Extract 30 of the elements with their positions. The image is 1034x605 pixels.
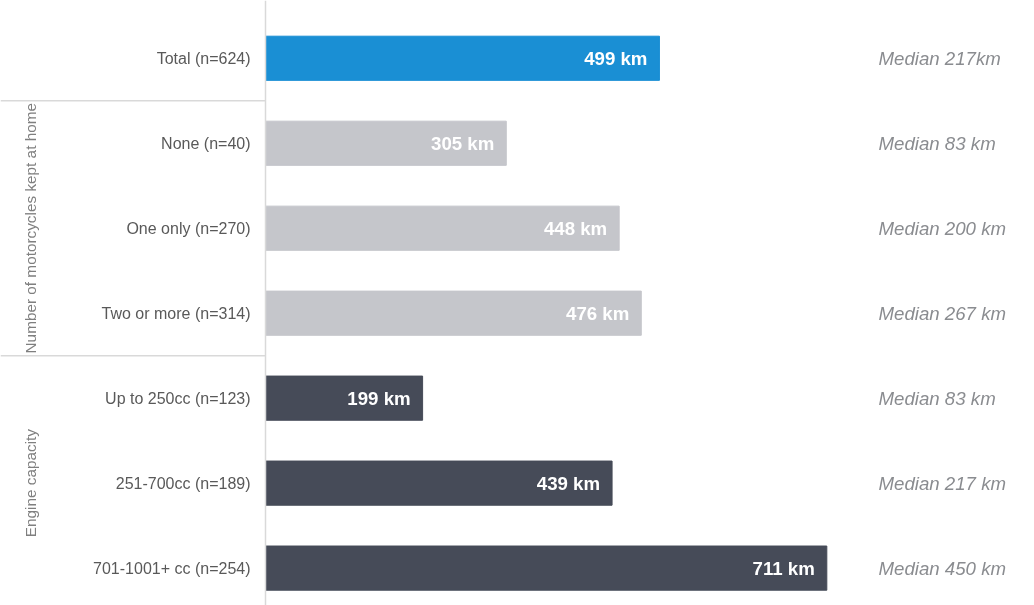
data-label: 305 km xyxy=(431,132,495,154)
data-label: 439 km xyxy=(536,472,601,494)
bar xyxy=(265,375,424,421)
text: Engine capacity xyxy=(22,428,39,538)
text: Median 83 km xyxy=(878,387,996,409)
data-label: 199 km xyxy=(347,387,411,409)
text: Median 200 km xyxy=(878,217,1007,239)
bar xyxy=(265,205,620,251)
y-tick-label: Up to 250cc (n=123) xyxy=(105,389,251,407)
y-tick-label: 251-700cc (n=189) xyxy=(115,474,251,492)
bar xyxy=(265,290,642,336)
y-tick-label: Two or more (n=314) xyxy=(101,304,251,322)
bar xyxy=(265,120,507,166)
bar xyxy=(265,545,828,591)
text: Median 83 km xyxy=(878,132,996,154)
y-tick-label: 701-1001+ cc (n=254) xyxy=(93,559,251,577)
bar xyxy=(265,35,660,81)
text: Median 217km xyxy=(878,47,1001,69)
bar xyxy=(265,460,613,506)
text: Median 217 km xyxy=(878,472,1007,494)
data-label: 499 km xyxy=(584,47,648,69)
y-tick-label: One only (n=270) xyxy=(126,219,251,237)
data-label: 711 km xyxy=(752,557,815,579)
text: Number of motorcycles kept at home xyxy=(22,102,39,354)
data-label: 448 km xyxy=(543,217,608,239)
text: Median 450 km xyxy=(878,557,1007,579)
text: Median 267 km xyxy=(878,302,1007,324)
y-tick-label: None (n=40) xyxy=(161,134,251,152)
data-label: 476 km xyxy=(566,302,630,324)
y-tick-label: Total (n=624) xyxy=(156,49,251,67)
